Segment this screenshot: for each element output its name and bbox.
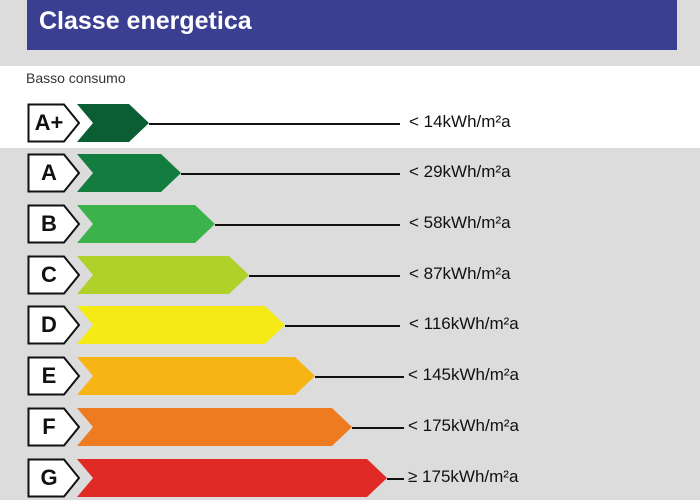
- class-threshold: < 14kWh/m²a: [409, 112, 511, 131]
- class-label: F: [42, 414, 56, 439]
- leader-line: [315, 376, 404, 378]
- class-label: D: [41, 312, 57, 337]
- class-label: A+: [34, 110, 64, 135]
- class-bar: [77, 154, 181, 192]
- class-threshold: < 116kWh/m²a: [409, 314, 519, 333]
- energy-class-row: C < 87kWh/m²a: [0, 255, 700, 295]
- class-badge: [27, 204, 81, 244]
- class-badge: [27, 305, 81, 345]
- energy-class-row: A+ < 14kWh/m²a: [0, 103, 700, 143]
- leader-line: [387, 478, 404, 480]
- leader-line: [149, 123, 400, 125]
- class-bar: [77, 205, 215, 243]
- class-badge: [27, 255, 81, 295]
- leader-line: [352, 427, 404, 429]
- class-bar: [77, 357, 315, 395]
- class-label: E: [41, 363, 57, 388]
- class-bar: [77, 459, 387, 497]
- energy-class-row: A < 29kWh/m²a: [0, 153, 700, 193]
- class-badge: [27, 407, 81, 447]
- class-bar: [77, 306, 285, 344]
- energy-class-row: G ≥ 175kWh/m²a: [0, 458, 700, 498]
- class-badge: [27, 153, 81, 193]
- class-bar: [77, 104, 149, 142]
- leader-line: [285, 325, 400, 327]
- class-label: B: [41, 211, 57, 236]
- class-bar: [77, 408, 352, 446]
- leader-line: [215, 224, 400, 226]
- class-bar: [77, 256, 249, 294]
- class-badge: [27, 356, 81, 396]
- energy-class-row: F < 175kWh/m²a: [0, 407, 700, 447]
- class-threshold: < 145kWh/m²a: [408, 365, 520, 384]
- class-threshold: ≥ 175kWh/m²a: [408, 467, 519, 486]
- energy-class-row: D < 116kWh/m²a: [0, 305, 700, 345]
- class-threshold: < 175kWh/m²a: [408, 416, 520, 435]
- class-label: G: [40, 465, 58, 490]
- class-label: C: [41, 262, 57, 287]
- energy-class-row: B < 58kWh/m²a: [0, 204, 700, 244]
- leader-line: [249, 275, 400, 277]
- energy-class-row: E < 145kWh/m²a: [0, 356, 700, 396]
- low-consumption-label: Basso consumo: [26, 70, 126, 86]
- class-threshold: < 58kWh/m²a: [409, 213, 511, 232]
- leader-line: [181, 173, 400, 175]
- class-badge: [27, 458, 81, 498]
- class-threshold: < 29kWh/m²a: [409, 162, 511, 181]
- class-badge: [27, 103, 81, 143]
- class-threshold: < 87kWh/m²a: [409, 264, 511, 283]
- page-title: Classe energetica: [27, 0, 677, 50]
- class-label: A: [41, 160, 57, 185]
